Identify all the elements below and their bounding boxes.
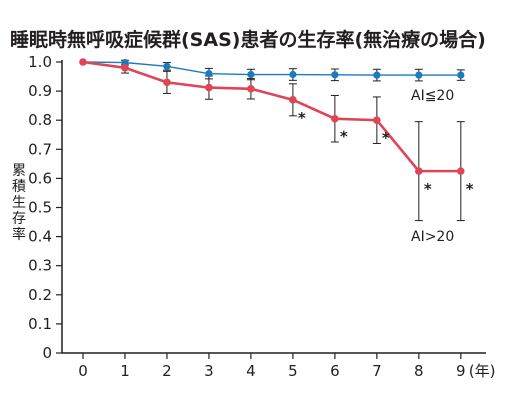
significance-mark: * (298, 109, 306, 127)
x-tick-label: 1 (120, 362, 130, 380)
data-point (121, 64, 129, 72)
significance-mark: * (424, 180, 432, 198)
series-label-ai-low: AI≦20 (411, 88, 454, 104)
data-point (331, 71, 339, 79)
y-tick-label: 0 (42, 344, 52, 362)
y-tick-label: 0.3 (28, 257, 52, 275)
significance-marks: * * * * * (298, 109, 474, 198)
x-tick-label: 8 (414, 362, 424, 380)
data-point (121, 58, 129, 67)
data-point (415, 167, 423, 175)
data-point (163, 78, 171, 87)
data-point (415, 71, 423, 79)
significance-mark: * (382, 129, 390, 147)
data-point (163, 62, 171, 70)
x-tick-label: 5 (288, 362, 298, 380)
data-point (289, 70, 297, 79)
y-tick-label: 0.6 (28, 169, 52, 187)
y-tick-label: 0.1 (28, 315, 52, 333)
series-lines (82, 60, 461, 173)
significance-mark: * (340, 128, 348, 146)
x-tick-label: 3 (204, 362, 214, 380)
data-point (247, 84, 255, 93)
series-line-1 (82, 60, 461, 173)
y-tick-label: 1.0 (28, 53, 52, 71)
y-tick-label: 0.5 (28, 199, 52, 217)
data-point (205, 83, 213, 92)
x-tick-label: 4 (246, 362, 256, 380)
data-point (331, 114, 339, 123)
data-point (289, 96, 297, 104)
x-tick-label: 6 (330, 362, 340, 380)
x-tick-label: 0 (78, 362, 88, 380)
axes: 0 0.1 0.2 0.3 0.4 0.5 0.6 0.7 0.8 0.9 1.0 0 1 2 3 4 5 6 7 8… (28, 53, 495, 380)
x-axis-unit: (年) (469, 362, 496, 380)
y-tick-label: 0.4 (28, 228, 52, 246)
x-tick-label: 7 (372, 362, 382, 380)
series-label-ai-high: AI>20 (411, 229, 454, 245)
y-tick-label: 0.8 (28, 111, 52, 129)
series-labels: AI≦20 AI>20 (411, 88, 454, 245)
y-axis-title: 累積生存率 (12, 163, 26, 243)
data-point (373, 116, 381, 124)
data-point (205, 70, 213, 78)
data-point (457, 167, 465, 175)
significance-mark: * (466, 180, 474, 198)
data-point (79, 58, 87, 66)
x-tick-label: 9 (456, 362, 466, 380)
y-tick-label: 0.7 (28, 140, 52, 158)
data-point (457, 71, 465, 79)
y-tick-label: 0.2 (28, 286, 52, 304)
chart-title: 睡眠時無呼吸症候群(SAS)患者の生存率(無治療の場合) (10, 28, 486, 51)
series-points (79, 58, 465, 175)
series-line-0 (82, 61, 461, 76)
x-tick-label: 2 (162, 362, 172, 380)
y-axis-label: 累積生存率 (12, 163, 26, 243)
y-tick-label: 0.9 (28, 82, 52, 100)
data-point (247, 70, 255, 79)
data-point (373, 71, 381, 79)
